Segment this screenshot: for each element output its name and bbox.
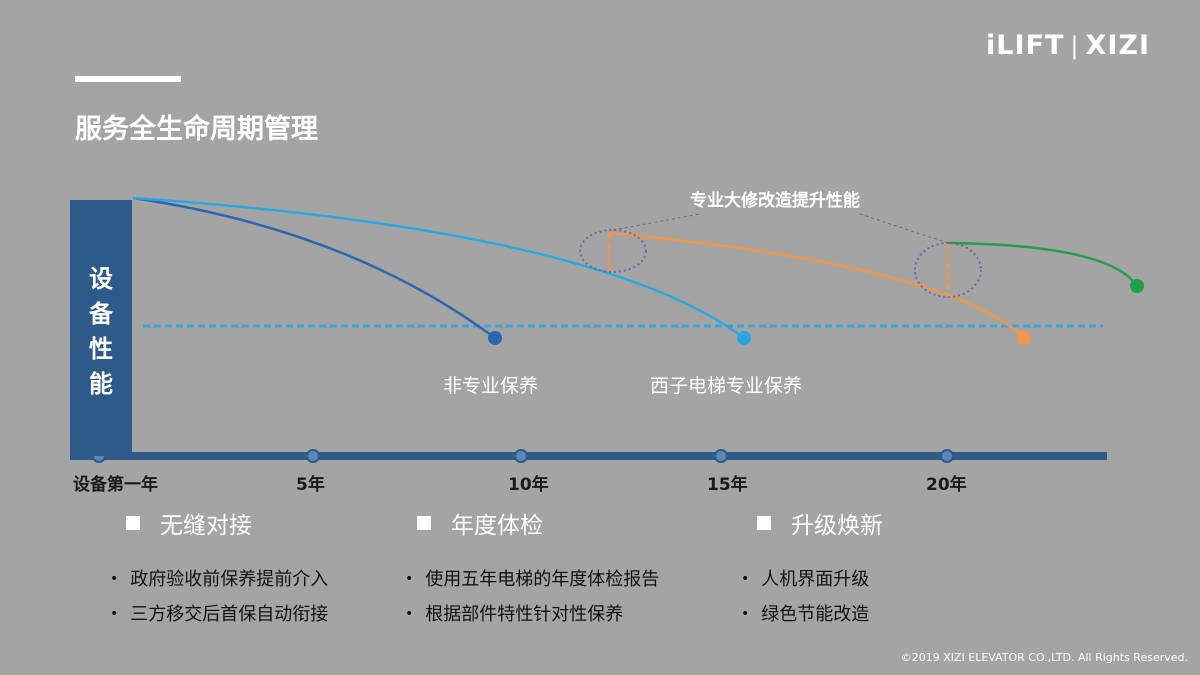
square-bullet-icon [757, 516, 771, 530]
tick-label-year1: 设备第一年 [73, 475, 158, 495]
y-axis-char: 性 [89, 335, 113, 363]
endpoint-overhaul [1017, 331, 1031, 345]
curve-overhaul [608, 231, 1025, 339]
bullet-dot-icon: • [405, 606, 414, 622]
annotation-leader-2 [859, 213, 949, 244]
bullet-dot-icon: • [110, 606, 119, 622]
y-axis-char: 设 [89, 265, 113, 293]
list-item-text: 绿色节能改造 [761, 604, 870, 625]
copyright-notice: ©2019 XIZI ELEVATOR CO.,LTD. All Rights … [900, 651, 1188, 664]
list-item-text: 三方移交后首保自动衔接 [130, 604, 329, 625]
logo-xizi: XIZI [1085, 30, 1150, 61]
endpoint-xizi-professional [737, 331, 751, 345]
tick-label-10y: 10年 [508, 475, 549, 495]
list-item: • 绿色节能改造 [741, 600, 869, 626]
section-heading-text: 升级焕新 [791, 513, 883, 539]
logo-separator: | [1070, 32, 1080, 60]
bullet-dot-icon: • [110, 571, 119, 587]
section-heading-text: 无缝对接 [160, 513, 252, 539]
bullet-dot-icon: • [405, 571, 414, 587]
timeline-node-15y [714, 449, 728, 463]
list-item: • 人机界面升级 [741, 565, 869, 591]
tick-label-20y: 20年 [926, 475, 967, 495]
annotation-leader-1 [612, 213, 701, 231]
title-accent-bar [75, 76, 181, 82]
y-axis-char: 备 [89, 300, 113, 328]
list-item: • 使用五年电梯的年度体检报告 [405, 565, 659, 591]
y-axis-title: 设 备 性 能 [70, 200, 132, 456]
logo-ilift: iLIFT [986, 30, 1065, 61]
page-title: 服务全生命周期管理 [75, 114, 318, 145]
bullet-dot-icon: • [741, 606, 750, 622]
overhaul-highlight-ellipse-1 [579, 229, 647, 273]
section-heading-annual: 年度体检 [417, 506, 543, 540]
section-heading-seamless: 无缝对接 [126, 506, 252, 540]
curve-xizi-professional [132, 196, 745, 340]
list-item: • 三方移交后首保自动衔接 [110, 600, 328, 626]
timeline-axis [70, 452, 1107, 460]
section-heading-text: 年度体检 [451, 513, 543, 539]
section-heading-upgrade: 升级焕新 [757, 506, 883, 540]
square-bullet-icon [417, 516, 431, 530]
label-non-professional: 非专业保养 [443, 375, 539, 397]
list-item-text: 人机界面升级 [761, 569, 870, 590]
timeline-node-20y [940, 449, 954, 463]
curve-non-professional [132, 196, 496, 340]
label-xizi-professional: 西子电梯专业保养 [650, 375, 803, 397]
tick-label-15y: 15年 [707, 475, 748, 495]
endpoint-upgrade [1130, 279, 1144, 293]
square-bullet-icon [126, 516, 140, 530]
list-item-text: 政府验收前保养提前介入 [130, 569, 329, 590]
endpoint-non-professional [488, 331, 502, 345]
bullet-dot-icon: • [741, 571, 750, 587]
list-item-text: 根据部件特性针对性保养 [425, 604, 624, 625]
list-item-text: 使用五年电梯的年度体检报告 [425, 569, 660, 590]
curve-upgrade [947, 241, 1139, 287]
timeline-node-5y [306, 449, 320, 463]
list-item: • 政府验收前保养提前介入 [110, 565, 328, 591]
overhaul-annotation: 专业大修改造提升性能 [690, 191, 860, 211]
timeline-node-10y [514, 449, 528, 463]
tick-label-5y: 5年 [296, 475, 325, 495]
brand-logo: iLIFT | XIZI [986, 30, 1150, 61]
list-item: • 根据部件特性针对性保养 [405, 600, 623, 626]
y-axis-char: 能 [89, 370, 113, 398]
